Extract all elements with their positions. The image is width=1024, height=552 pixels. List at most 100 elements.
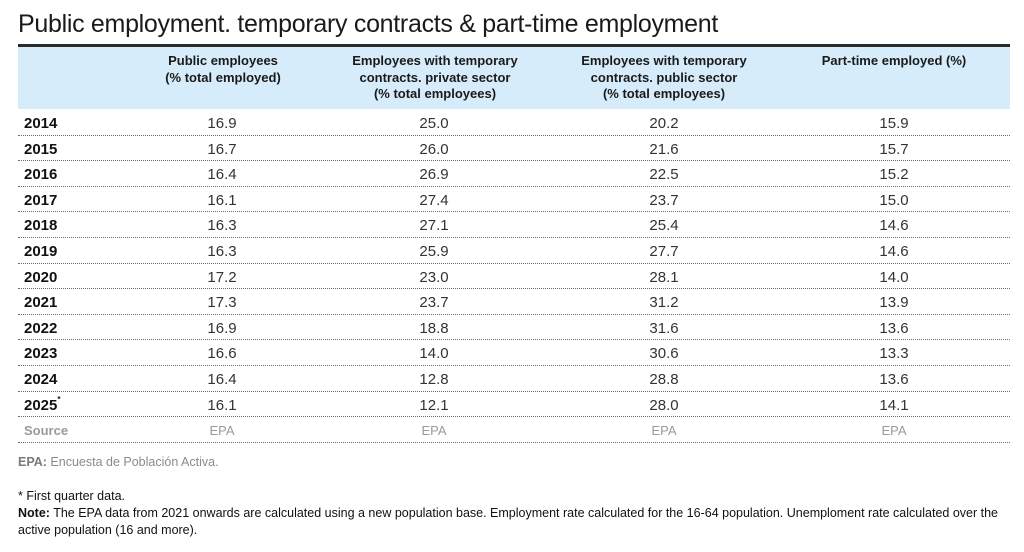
table-row: 2016 16.4 26.9 22.5 15.2: [18, 161, 1010, 187]
table-row: 2018 16.3 27.1 25.4 14.6: [18, 212, 1010, 238]
table-cell: 16.1: [207, 191, 237, 209]
table-cell: 28.8: [649, 370, 679, 388]
table-cell: 16.9: [207, 319, 237, 337]
header-temp-private: Employees with temporary contracts. priv…: [335, 53, 535, 103]
table-cell: 16.6: [207, 345, 237, 363]
table-cell: 21.6: [649, 140, 679, 158]
table-cell: 23.7: [649, 191, 679, 209]
table-cell: 16.7: [207, 140, 237, 158]
header-line: contracts. public sector: [590, 69, 738, 85]
table-cell: 16.3: [207, 217, 237, 235]
table-cell: 12.8: [419, 370, 449, 388]
table-row: 2022 16.9 18.8 31.6 13.6: [18, 315, 1010, 341]
table-cell: 23.0: [419, 268, 449, 286]
year-label: 2023: [24, 345, 57, 362]
table-cell: 14.6: [879, 242, 909, 260]
header-line: contracts. private sector: [359, 69, 511, 85]
header-line: Public employees: [168, 53, 278, 68]
table-cell: 13.3: [879, 345, 909, 363]
table-row: 2025* 16.1 12.1 28.0 14.1: [18, 392, 1010, 418]
year-text: 2023: [24, 345, 58, 363]
year-text: 2020: [24, 268, 58, 286]
source-row: Source EPA EPA EPA EPA: [18, 417, 1010, 443]
year-label: 2016: [24, 166, 57, 183]
year-label: 2019: [24, 243, 57, 260]
year-label: 2025*: [24, 394, 61, 414]
table-row: 2019 16.3 25.9 27.7 14.6: [18, 238, 1010, 264]
year-label: 2018: [24, 217, 57, 234]
chart-title: Public employment. temporary contracts &…: [18, 10, 719, 38]
source-cell: EPA: [421, 423, 447, 439]
header-part-time: Part-time employed (%): [799, 53, 989, 70]
year-text: 2019: [24, 242, 58, 260]
table-cell: 15.9: [879, 115, 909, 132]
year-label: 2021: [24, 294, 57, 311]
year-footnote-mark: *: [57, 394, 61, 404]
table-row: 2021 17.3 23.7 31.2 13.9: [18, 289, 1010, 315]
table-cell: 30.6: [649, 345, 679, 363]
table-cell: 14.6: [879, 217, 909, 235]
note-text: The EPA data from 2021 onwards are calcu…: [18, 506, 998, 537]
table-row: 2020 17.2 23.0 28.1 14.0: [18, 264, 1010, 290]
header-temp-public: Employees with temporary contracts. publ…: [564, 53, 764, 103]
header-line: Employees with temporary: [352, 53, 518, 68]
year-text: 2018: [24, 217, 58, 235]
year-text: 2022: [24, 319, 58, 337]
table-cell: 22.5: [649, 166, 679, 184]
title-rule: [18, 44, 1010, 47]
table-cell: 14.0: [879, 268, 909, 286]
table-cell: 17.2: [207, 268, 237, 286]
table-row: 2014 16.9 25.0 20.2 15.9: [18, 110, 1010, 136]
note-label: Note:: [18, 506, 50, 520]
footnotes: EPA: Encuesta de Población Activa. * Fir…: [18, 454, 1010, 539]
table-cell: 13.6: [879, 370, 909, 388]
year-text: 2025: [24, 396, 58, 414]
table-cell: 27.4: [419, 191, 449, 209]
year-text: 2016: [24, 166, 58, 184]
table-cell: 25.0: [419, 115, 449, 132]
year-label: 2017: [24, 192, 57, 209]
source-label: Source: [24, 423, 69, 439]
header-line: (% total employed): [165, 69, 281, 85]
header-public-employees: Public employees (% total employed): [133, 53, 313, 86]
header-line: (% total employees): [602, 86, 726, 101]
table-cell: 16.1: [207, 396, 237, 414]
table-row: 2024 16.4 12.8 28.8 13.6: [18, 366, 1010, 392]
epa-text: Encuesta de Población Activa.: [46, 455, 219, 469]
footnote-gap: [18, 471, 1010, 488]
table-cell: 27.7: [649, 242, 679, 260]
table-cell: 26.9: [419, 166, 449, 184]
table-row: 2017 16.1 27.4 23.7 15.0: [18, 187, 1010, 213]
header-line: Employees with temporary: [581, 53, 747, 68]
table-cell: 16.9: [207, 115, 237, 132]
table-cell: 25.4: [649, 217, 679, 235]
year-label: 2020: [24, 269, 57, 286]
table-row: 2023 16.6 14.0 30.6 13.3: [18, 340, 1010, 366]
source-cell: EPA: [209, 423, 235, 439]
table-cell: 20.2: [649, 115, 679, 132]
source-cell: EPA: [881, 423, 907, 439]
table-cell: 17.3: [207, 294, 237, 312]
source-cell: EPA: [651, 423, 677, 439]
table-cell: 14.0: [419, 345, 449, 363]
year-label: 2014: [24, 115, 57, 132]
year-text: 2021: [24, 294, 58, 312]
table-body: 2014 16.9 25.0 20.2 15.9 2015 16.7 26.0 21.6 15.7…: [18, 110, 1010, 443]
table-cell: 12.1: [419, 396, 449, 414]
table-cell: 31.2: [649, 294, 679, 312]
table-header: Public employees (% total employed) Empl…: [18, 47, 1010, 109]
table-cell: 16.3: [207, 242, 237, 260]
table-cell: 28.0: [649, 396, 679, 414]
table-cell: 28.1: [649, 268, 679, 286]
table-cell: 15.2: [879, 166, 909, 184]
table-cell: 27.1: [419, 217, 449, 235]
year-text: 2014: [24, 115, 58, 132]
header-line: (% total employees): [373, 86, 497, 101]
header-line: Part-time employed (%): [821, 53, 967, 68]
year-label: 2015: [24, 141, 57, 158]
year-label: 2022: [24, 320, 57, 337]
table-cell: 14.1: [879, 396, 909, 414]
table-cell: 16.4: [207, 370, 237, 388]
table-cell: 16.4: [207, 166, 237, 184]
